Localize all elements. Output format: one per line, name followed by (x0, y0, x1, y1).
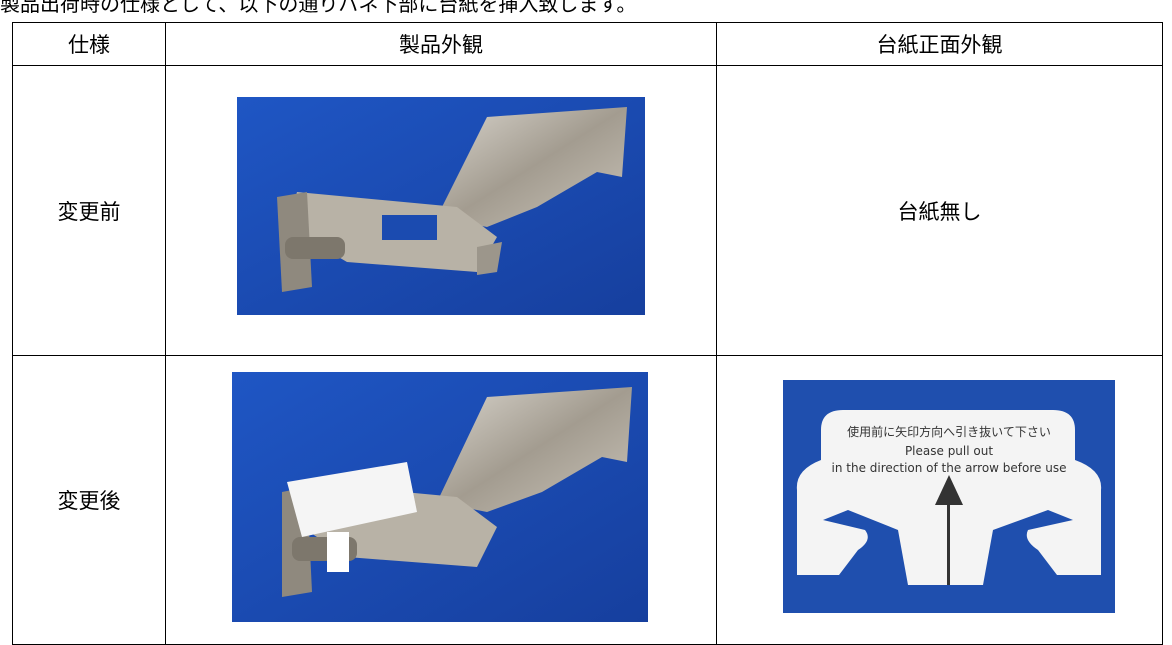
text-cell: 台紙無し (716, 65, 1163, 356)
header-cell: 台紙正面外観 (716, 22, 1163, 66)
product-photo (237, 97, 645, 315)
card-label: 使用前に矢印方向へ引き抜いて下さい (847, 424, 1051, 439)
card-photo: 使用前に矢印方向へ引き抜いて下さい Please pull out in the… (783, 380, 1115, 613)
product-photo (232, 372, 648, 622)
header-cell: 製品外観 (165, 22, 717, 66)
intro-text: 製品出荷時の仕様として、以下の通りバネ下部に台紙を挿入致します。 (0, 0, 637, 16)
card-label: in the direction of the arrow before use (832, 461, 1067, 475)
card-label: Please pull out (905, 444, 993, 458)
header-cell: 仕様 (12, 22, 166, 66)
row-label: 変更前 (12, 65, 166, 356)
row-label: 変更後 (12, 355, 166, 645)
